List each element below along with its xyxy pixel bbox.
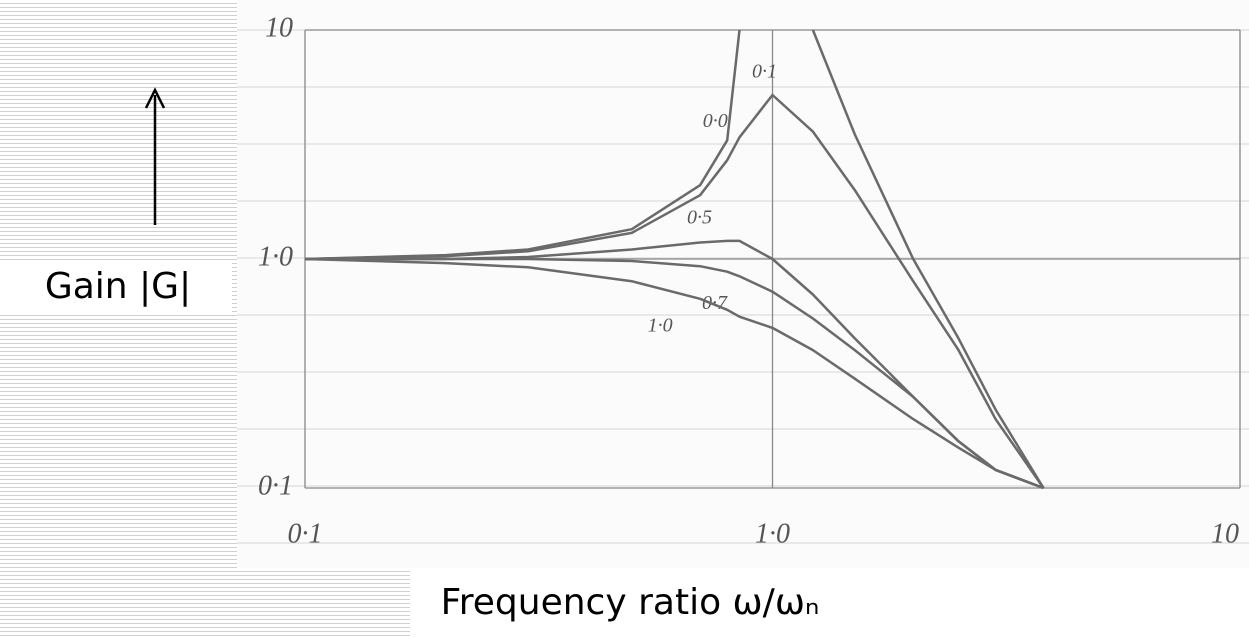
series-label: 0·7 xyxy=(702,292,728,314)
series-line xyxy=(304,93,1045,489)
y-axis-label: Gain |G| xyxy=(45,266,191,307)
y-tick-label: 0·1 xyxy=(258,470,293,501)
arrow-head xyxy=(144,87,166,109)
label-box xyxy=(0,262,232,312)
series-line xyxy=(305,257,1044,490)
paper xyxy=(237,0,1249,568)
ruled-lines xyxy=(237,29,1249,544)
series-label: 0·5 xyxy=(687,206,712,228)
y-tick-label: 1·0 xyxy=(258,241,293,272)
x-axis-label: Frequency ratio ω/ωₙ xyxy=(441,582,820,623)
series-line xyxy=(304,257,1044,490)
series-label: 1·0 xyxy=(648,314,673,336)
x-tick-label: 10 xyxy=(1211,518,1239,549)
label-box xyxy=(410,568,1249,637)
x-tick-label: 0·1 xyxy=(288,518,323,549)
series-label: 0·1 xyxy=(752,61,777,83)
y-tick-label: 10 xyxy=(265,12,293,43)
series-label: 0·0 xyxy=(703,110,728,132)
x-tick-label: 1·0 xyxy=(755,518,790,549)
